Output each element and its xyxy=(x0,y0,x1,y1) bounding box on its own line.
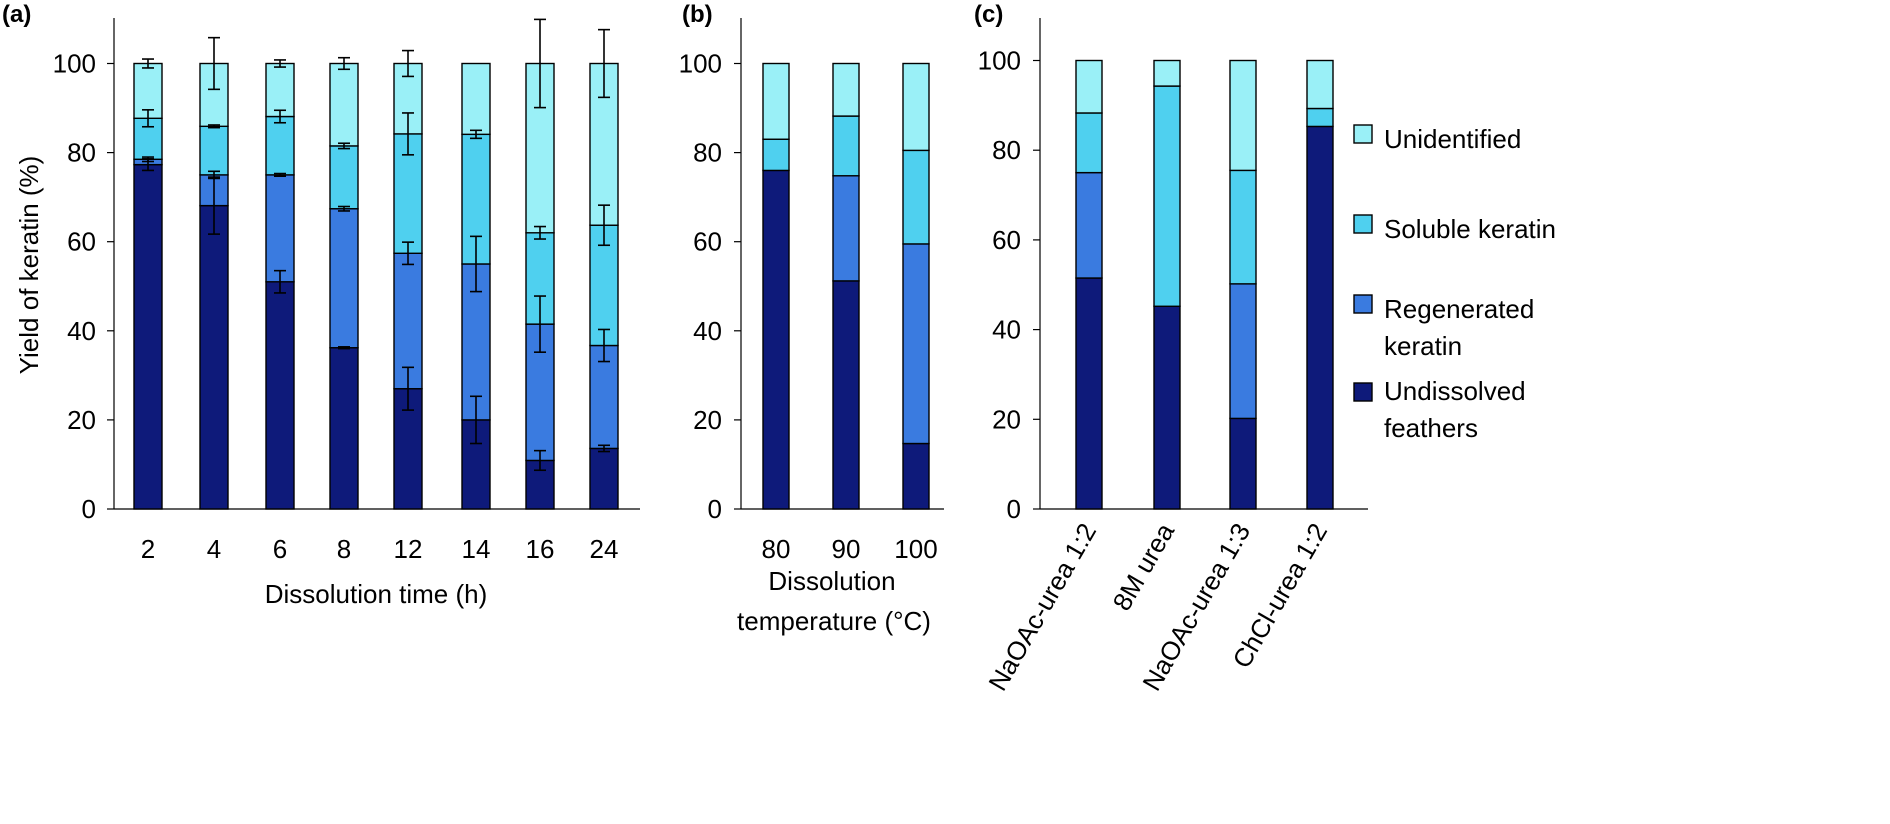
panel-b-y-tick-label: 100 xyxy=(679,49,722,79)
panel-b-x-tick-label: 90 xyxy=(832,534,861,564)
panel-c-bar-unidentified xyxy=(1153,59,1181,87)
panel-a-y-tick-label: 80 xyxy=(67,138,96,168)
legend-swatch-unidentified xyxy=(1353,124,1373,144)
panel-c-bar-soluble-keratin xyxy=(1306,107,1334,128)
panel-a-bar-unidentified xyxy=(461,62,491,136)
panel-b-label: (b) xyxy=(682,1,713,28)
panel-b-x-axis-title-line-1: Dissolution xyxy=(768,566,895,596)
panel-b-x-tick-label: 100 xyxy=(894,534,937,564)
panel-c-bar-unidentified xyxy=(1306,59,1334,110)
panel-a-y-tick-label: 0 xyxy=(82,494,96,524)
panel-a-bar-soluble-keratin xyxy=(329,145,359,210)
panel-b-bar-soluble-keratin xyxy=(902,149,930,245)
legend-label-regenerated-keratin: Regenerated xyxy=(1384,294,1534,324)
panel-c-bar-undissolved-feathers xyxy=(1306,125,1334,510)
panel-a-bar-soluble-keratin xyxy=(265,115,295,176)
panel-b-bar-soluble-keratin xyxy=(762,138,790,172)
panel-b-y-tick-label: 0 xyxy=(708,494,722,524)
panel-b: (b) 0 20 40 60 80 100 80 90 100 Dissolution temp… xyxy=(679,1,944,636)
panel-c-bar-unidentified xyxy=(1075,59,1103,114)
panel-a-bar-undissolved-feathers xyxy=(589,447,619,510)
panel-b-y-tick-label: 80 xyxy=(693,138,722,168)
panel-a-y-tick-label: 100 xyxy=(53,49,96,79)
panel-a-x-tick-label: 2 xyxy=(141,534,155,564)
panel-b-y-tick-label: 40 xyxy=(693,316,722,346)
panel-a-y-axis-title: Yield of keratin (%) xyxy=(14,156,44,375)
legend-swatch-regenerated-keratin xyxy=(1353,294,1373,314)
panel-a-x-tick-label: 6 xyxy=(273,534,287,564)
panel-a-y-tick-label: 20 xyxy=(67,405,96,435)
panel-c-bar-undissolved-feathers xyxy=(1229,417,1257,510)
panel-a-bar-undissolved-feathers xyxy=(329,347,359,510)
panel-c-x-tick-label: NaOAc-urea 1:2 xyxy=(982,518,1102,696)
panel-a-bar-regenerated-keratin xyxy=(265,174,295,283)
legend-label-regenerated-keratin: keratin xyxy=(1384,331,1462,361)
panel-c-bar-undissolved-feathers xyxy=(1075,277,1103,510)
panel-b-plot-area: 0 20 40 60 80 100 80 90 100 xyxy=(679,18,944,564)
panel-a-x-tick-label: 24 xyxy=(590,534,619,564)
panel-b-x-axis-title-line-2: temperature (°C) xyxy=(737,606,931,636)
panel-c-y-tick-label: 80 xyxy=(992,135,1021,165)
panel-a-bar-undissolved-feathers xyxy=(133,163,163,510)
legend-swatch-soluble-keratin xyxy=(1353,214,1373,234)
legend-label-soluble-keratin: Soluble keratin xyxy=(1384,214,1556,244)
panel-a-x-axis-title: Dissolution time (h) xyxy=(265,579,488,609)
panel-a-x-tick-label: 8 xyxy=(337,534,351,564)
panel-c-bar-undissolved-feathers xyxy=(1153,305,1181,510)
panel-b-bar-soluble-keratin xyxy=(832,115,860,177)
panel-b-bar-unidentified xyxy=(832,62,860,117)
panel-c-bar-soluble-keratin xyxy=(1229,169,1257,285)
panel-c-bar-unidentified xyxy=(1229,59,1257,172)
panel-a-bar-undissolved-feathers xyxy=(265,281,295,510)
panel-c-bar-soluble-keratin xyxy=(1075,112,1103,174)
panel-a-bar-undissolved-feathers xyxy=(199,204,229,510)
panel-a-x-tick-label: 14 xyxy=(462,534,491,564)
panel-c-bar-soluble-keratin xyxy=(1153,85,1181,307)
panel-b-y-tick-label: 60 xyxy=(693,227,722,257)
panel-b-bar-regenerated-keratin xyxy=(832,175,860,282)
legend-label-undissolved-feathers: feathers xyxy=(1384,413,1478,443)
legend: Unidentified Soluble keratin Regenerated ke… xyxy=(1353,124,1556,443)
panel-c-x-tick-label: 8M urea xyxy=(1107,518,1181,616)
panel-a-x-tick-label: 4 xyxy=(207,534,221,564)
legend-swatch-undissolved-feathers xyxy=(1353,382,1373,402)
legend-label-unidentified: Unidentified xyxy=(1384,124,1521,154)
panel-a-bar-soluble-keratin xyxy=(589,224,619,347)
panel-a-bar-regenerated-keratin xyxy=(329,208,359,349)
panel-a-y-tick-label: 60 xyxy=(67,227,96,257)
panel-b-bar-unidentified xyxy=(762,62,790,140)
panel-b-bar-undissolved-feathers xyxy=(762,169,790,510)
panel-b-bar-regenerated-keratin xyxy=(902,243,930,445)
panel-c-y-tick-label: 100 xyxy=(978,46,1021,76)
panel-c-y-tick-label: 20 xyxy=(992,404,1021,434)
panel-a-x-tick-label: 16 xyxy=(526,534,555,564)
panel-b-bar-undissolved-feathers xyxy=(832,280,860,510)
panel-a-x-tick-label: 12 xyxy=(394,534,423,564)
legend-label-undissolved-feathers: Undissolved xyxy=(1384,376,1526,406)
panel-b-x-tick-label: 80 xyxy=(762,534,791,564)
panel-b-y-tick-label: 20 xyxy=(693,405,722,435)
panel-b-bar-undissolved-feathers xyxy=(902,442,930,510)
panel-b-bar-unidentified xyxy=(902,62,930,152)
panel-a-label: (a) xyxy=(2,1,31,28)
panel-a-bar-unidentified xyxy=(265,62,295,118)
panel-a-y-tick-label: 40 xyxy=(67,316,96,346)
panel-c-y-tick-label: 0 xyxy=(1007,494,1021,524)
panel-a-bar-soluble-keratin xyxy=(199,125,229,176)
panel-c-y-tick-label: 60 xyxy=(992,225,1021,255)
panel-c-bar-regenerated-keratin xyxy=(1075,171,1103,279)
panel-c-y-tick-label: 40 xyxy=(992,315,1021,345)
panel-c-bar-regenerated-keratin xyxy=(1229,283,1257,420)
panel-a-bar-unidentified xyxy=(329,62,359,147)
panel-c-label: (c) xyxy=(974,1,1003,28)
